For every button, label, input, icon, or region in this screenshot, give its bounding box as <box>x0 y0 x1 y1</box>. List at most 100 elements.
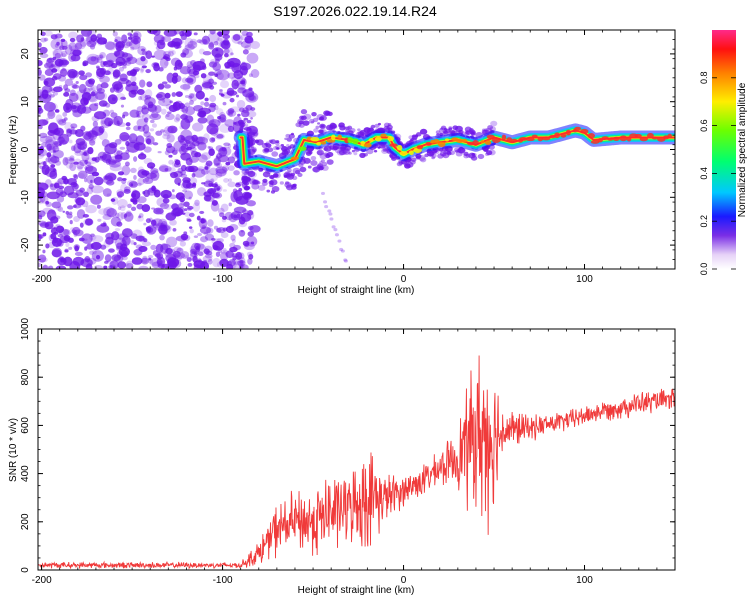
noise-blob <box>43 101 56 112</box>
noise-blob <box>228 178 232 182</box>
streak-blob <box>331 225 336 229</box>
ridge-scatter <box>238 107 245 113</box>
noise-blob <box>236 100 246 109</box>
noise-blob <box>235 183 241 188</box>
ridge-scatter <box>273 173 278 178</box>
noise-blob <box>117 206 122 211</box>
ridge-scatter <box>316 164 325 171</box>
noise-blob <box>164 168 169 172</box>
noise-blob <box>145 68 151 74</box>
noise-blob <box>57 136 65 144</box>
noise-blob <box>219 114 227 123</box>
noise-blob <box>38 68 42 76</box>
noise-blob <box>106 180 115 186</box>
noise-blob <box>111 197 119 205</box>
noise-blob <box>233 244 241 251</box>
noise-blob <box>144 96 156 107</box>
ridge-scatter <box>280 144 285 147</box>
noise-blob <box>171 50 176 55</box>
noise-blob <box>222 189 228 192</box>
noise-blob <box>79 222 84 228</box>
ridge-scatter <box>286 143 290 147</box>
noise-blob <box>243 117 249 121</box>
noise-blob <box>38 262 42 268</box>
spectrogram-y-tick-label: -20 <box>20 237 31 252</box>
noise-blob <box>128 133 138 144</box>
ridge-scatter <box>268 174 275 180</box>
snr-marks <box>38 355 675 570</box>
noise-blob <box>52 145 60 153</box>
noise-blob <box>200 236 209 243</box>
noise-blob <box>227 125 235 133</box>
noise-blob <box>38 74 46 81</box>
noise-blob <box>237 252 245 260</box>
noise-blob <box>151 123 157 128</box>
noise-blob <box>98 100 108 107</box>
noise-blob <box>172 250 181 258</box>
streak-blob <box>334 233 339 237</box>
noise-blob <box>212 192 223 199</box>
ridge-scatter <box>419 128 428 135</box>
noise-blob <box>115 41 125 52</box>
noise-blob <box>72 183 80 190</box>
ridge-scatter <box>315 164 322 170</box>
noise-blob <box>197 166 205 172</box>
noise-blob <box>50 63 55 67</box>
noise-blob <box>213 158 220 167</box>
ridge-scatter <box>418 154 426 161</box>
noise-blob <box>64 122 73 131</box>
ridge-scatter <box>317 122 321 125</box>
snr-y-tick-label: 200 <box>20 513 31 530</box>
noise-blob <box>158 67 164 72</box>
noise-blob <box>229 242 236 248</box>
noise-blob <box>168 194 177 200</box>
ridge-scatter <box>437 153 444 159</box>
noise-blob <box>73 161 79 165</box>
noise-blob <box>226 90 238 96</box>
noise-blob <box>153 63 160 72</box>
noise-blob <box>38 119 49 126</box>
noise-blob <box>77 170 88 179</box>
noise-blob <box>108 248 115 253</box>
noise-blob <box>78 83 87 94</box>
ridge-highlight <box>374 136 382 142</box>
noise-blob <box>245 123 249 128</box>
ridge-scatter <box>310 120 315 124</box>
colorbar-ticks: 0.0 0.2 0.4 0.6 0.8 <box>699 72 736 275</box>
noise-blob <box>91 90 98 96</box>
ridge-scatter <box>343 126 348 130</box>
noise-blob <box>233 206 247 214</box>
noise-blob <box>63 235 71 242</box>
ridge-scatter <box>299 166 307 173</box>
noise-blob <box>162 99 166 103</box>
noise-blob <box>57 257 67 266</box>
noise-blob <box>61 53 67 58</box>
ridge-scatter <box>321 165 329 171</box>
noise-blob <box>226 260 232 266</box>
noise-blob <box>167 51 174 57</box>
noise-blob <box>167 256 176 266</box>
ridge-scatter <box>446 151 452 156</box>
noise-blob <box>125 122 131 127</box>
ridge-scatter <box>455 125 463 133</box>
noise-blob <box>208 42 215 50</box>
noise-blob <box>187 262 193 267</box>
ridge-highlight <box>634 133 642 138</box>
noise-blob <box>189 93 198 102</box>
noise-blob <box>69 162 77 172</box>
noise-blob <box>123 188 131 194</box>
noise-blob <box>149 113 162 121</box>
noise-blob <box>86 30 96 38</box>
noise-blob <box>160 129 165 133</box>
noise-blob <box>131 229 143 240</box>
ridge-scatter <box>315 125 320 129</box>
noise-blob <box>90 179 93 184</box>
noise-blob <box>213 133 225 140</box>
noise-blob <box>103 265 108 269</box>
noise-blob <box>109 87 115 93</box>
noise-blob <box>104 117 114 127</box>
snr-y-ticks: 0 200 400 600 800 1000 <box>20 317 675 573</box>
ridge-scatter <box>470 155 478 161</box>
noise-blob <box>208 182 214 187</box>
noise-blob <box>45 200 50 205</box>
